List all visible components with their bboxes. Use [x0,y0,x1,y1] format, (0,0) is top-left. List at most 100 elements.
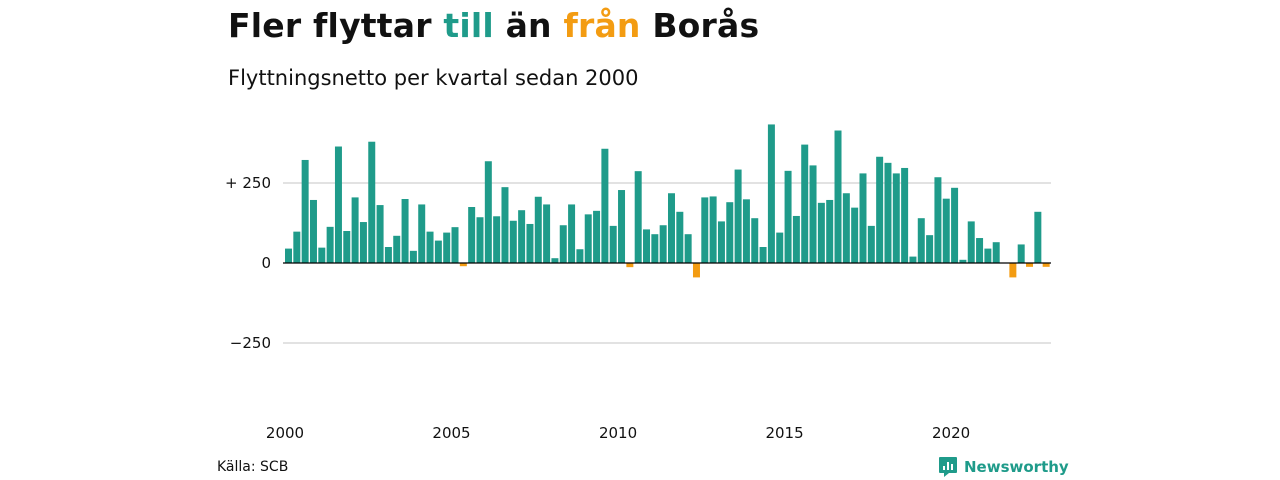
bar-2000-k2 [293,231,301,263]
bar-2001-k2 [326,226,334,263]
bar-2001-k3 [334,146,342,263]
chart-title: Fler flyttar till än från Borås [228,6,759,45]
bar-2019-k2 [926,235,934,263]
x-tick-label: 2020 [932,424,970,442]
bar-2009-k2 [593,210,601,263]
bar-2021-k4 [1009,263,1017,278]
bar-2020-k3 [967,221,975,263]
bar-2019-k3 [934,177,942,263]
chart-subtitle: Flyttningsnetto per kvartal sedan 2000 [228,66,639,90]
bar-2015-k3 [801,144,809,263]
bar-2007-k3 [534,196,542,263]
newsworthy-logo-icon [939,457,957,477]
newsworthy-logo: Newsworthy [938,456,1069,478]
title-part-1: Fler flyttar [228,6,444,45]
bar-2013-k4 [742,199,750,263]
bar-2000-k1 [285,248,292,263]
bar-2008-k1 [551,258,559,263]
bar-2020-k2 [959,259,967,263]
x-tick-label: 2005 [432,424,470,442]
grid-layer [283,182,1051,344]
bar-2010-k2 [626,263,634,268]
bar-2010-k4 [643,229,651,263]
bar-2016-k3 [834,130,842,263]
y-tick-label: + 250 [225,174,271,192]
title-highlight-fran: från [563,6,641,45]
bar-2022-k2 [1026,263,1034,267]
bar-2007-k2 [526,223,534,263]
bar-2008-k2 [559,225,567,263]
bar-2007-k1 [518,210,526,263]
bar-2001-k1 [318,247,326,263]
bar-2022-k1 [1017,244,1025,263]
bar-2013-k2 [726,202,734,263]
bar-2019-k1 [917,218,925,263]
x-tick-label: 2000 [266,424,304,442]
y-tick-label: 0 [261,254,271,272]
bar-2011-k1 [651,234,659,263]
bar-2019-k4 [942,198,950,263]
bar-2004-k4 [443,232,451,263]
bar-2016-k4 [842,193,850,263]
title-highlight-till: till [443,6,494,45]
newsworthy-logo-text: Newsworthy [964,458,1069,476]
bar-2018-k1 [884,162,892,263]
bar-2014-k1 [751,218,759,263]
bar-2018-k4 [909,256,917,263]
bar-2002-k1 [351,197,359,263]
bar-2002-k3 [368,141,376,263]
bar-2009-k4 [609,225,617,263]
bar-2022-k3 [1034,211,1042,263]
bar-2007-k4 [543,204,551,263]
bar-2020-k1 [951,187,959,263]
bar-2006-k1 [484,161,492,263]
bar-2017-k3 [867,225,875,263]
bar-2011-k4 [676,211,684,263]
bar-2003-k1 [384,247,392,263]
bar-2018-k3 [901,167,909,263]
bar-2012-k2 [692,263,700,278]
bar-2017-k4 [876,156,884,263]
bar-2003-k3 [401,199,409,263]
bar-2021-k2 [992,242,1000,263]
bar-2021-k1 [984,248,992,263]
bars-layer [285,124,1050,278]
x-tick-label: 2015 [765,424,803,442]
bar-2008-k3 [568,204,576,263]
bar-2003-k4 [409,250,417,263]
source-label: Källa: SCB [217,459,289,475]
bar-2004-k2 [426,231,434,263]
bar-2005-k3 [468,207,476,263]
bar-2009-k3 [601,148,609,263]
bar-2014-k2 [759,247,767,263]
y-tick-label: −250 [230,334,271,352]
bar-2003-k2 [393,235,401,263]
bar-2004-k1 [418,204,426,263]
bar-2006-k2 [493,216,501,263]
bar-2006-k4 [509,220,517,263]
bar-2012-k3 [701,197,709,263]
bar-2008-k4 [576,249,584,263]
bar-2015-k2 [792,215,800,263]
bar-2002-k2 [359,222,367,263]
bar-2014-k3 [767,124,775,263]
labels-layer: −250 0 + 250 2000 2005 2010 2015 2020 [225,174,970,442]
bar-2017-k1 [851,207,859,263]
bar-2016-k1 [817,202,825,263]
bar-2015-k4 [809,165,817,263]
bar-2001-k4 [343,231,351,263]
bar-2000-k3 [301,159,309,263]
bar-2018-k2 [892,173,900,263]
title-part-2: än [493,6,564,45]
bar-2005-k1 [451,227,459,263]
title-part-3: Borås [640,6,760,45]
bar-2000-k4 [309,199,317,263]
bar-2013-k1 [717,221,725,263]
bar-2005-k4 [476,217,484,263]
bar-2014-k4 [776,232,784,263]
bar-2011-k2 [659,225,667,263]
bar-2013-k3 [734,169,742,263]
bar-2011-k3 [668,193,675,263]
bar-2002-k4 [376,205,384,263]
bar-2004-k3 [434,240,442,263]
